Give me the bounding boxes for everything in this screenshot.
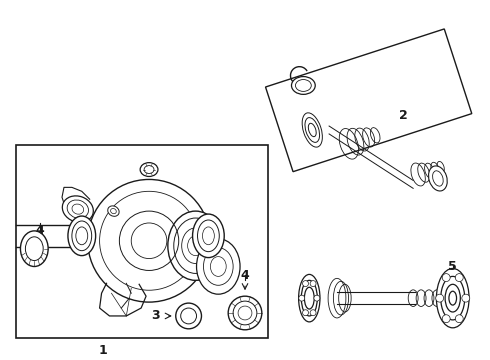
Ellipse shape (441, 276, 465, 320)
Ellipse shape (437, 269, 469, 328)
Circle shape (310, 280, 316, 287)
Ellipse shape (305, 118, 319, 142)
Circle shape (302, 310, 309, 316)
Ellipse shape (301, 280, 318, 316)
Circle shape (299, 295, 305, 301)
Ellipse shape (108, 206, 119, 216)
Text: 2: 2 (399, 109, 408, 122)
Circle shape (455, 315, 463, 323)
Text: 3: 3 (152, 310, 160, 323)
Ellipse shape (193, 214, 224, 258)
Ellipse shape (445, 284, 460, 312)
Ellipse shape (302, 113, 322, 147)
Circle shape (436, 294, 443, 302)
Text: 4: 4 (241, 269, 249, 282)
Text: 4: 4 (36, 224, 45, 237)
Ellipse shape (304, 287, 314, 309)
Text: 5: 5 (448, 260, 457, 273)
Circle shape (88, 179, 210, 302)
Circle shape (228, 296, 262, 330)
Circle shape (442, 315, 450, 323)
Ellipse shape (196, 239, 240, 294)
Ellipse shape (292, 77, 315, 94)
Ellipse shape (62, 196, 93, 222)
Ellipse shape (21, 231, 48, 266)
Circle shape (310, 310, 316, 316)
Ellipse shape (308, 123, 316, 137)
Ellipse shape (449, 291, 457, 305)
Ellipse shape (140, 163, 158, 176)
Bar (17, 145, 268, 338)
Circle shape (302, 280, 309, 287)
Polygon shape (266, 29, 472, 172)
Circle shape (455, 274, 463, 282)
Circle shape (176, 303, 201, 329)
Circle shape (314, 295, 320, 301)
Ellipse shape (168, 211, 223, 280)
Circle shape (462, 294, 470, 302)
Text: 1: 1 (98, 344, 107, 357)
Ellipse shape (429, 166, 447, 191)
Ellipse shape (68, 216, 96, 256)
Ellipse shape (298, 274, 320, 322)
Circle shape (442, 274, 450, 282)
